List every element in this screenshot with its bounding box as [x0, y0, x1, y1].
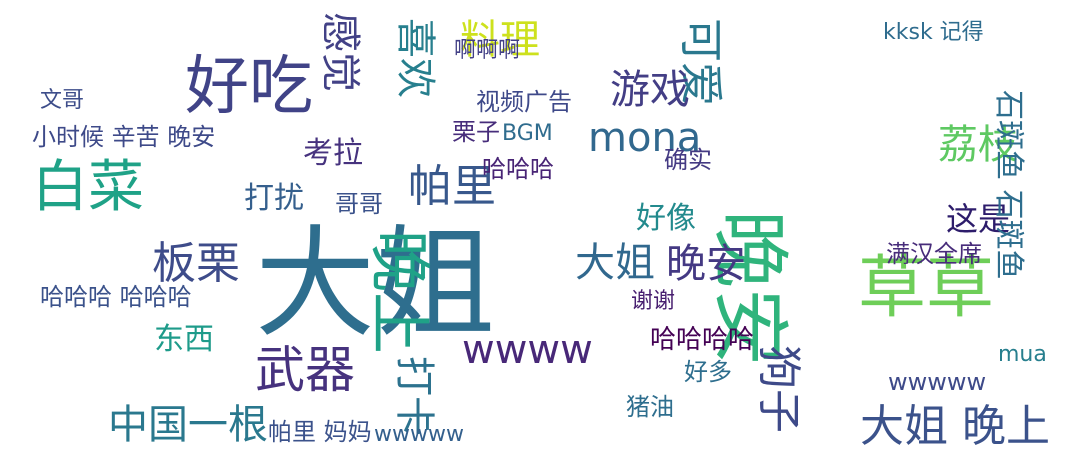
cloud-word: 料理 — [460, 17, 540, 63]
cloud-word: 哈哈哈 — [482, 155, 554, 183]
cloud-word: 板栗 — [152, 238, 240, 289]
cloud-word: 白菜 — [32, 155, 144, 220]
cloud-word: 帕里 妈妈 — [268, 418, 372, 446]
cloud-word: 荔枝 — [938, 122, 1018, 168]
cloud-word: 晚上 — [363, 230, 436, 355]
cloud-word: 考拉 — [303, 136, 363, 171]
cloud-word: 这是 — [946, 200, 1011, 238]
cloud-word: 好像 — [636, 201, 696, 236]
cloud-word: 狗子 — [753, 345, 804, 433]
cloud-word: 帕里 — [408, 161, 496, 212]
cloud-word: 猪油 — [626, 393, 674, 421]
cloud-word: 谢谢 — [631, 289, 676, 314]
cloud-word: 满汉全席 — [886, 240, 982, 268]
cloud-word: wwwww — [374, 422, 464, 447]
cloud-word: kksk 记得 — [883, 20, 984, 45]
cloud-word: 啊啊啊 — [454, 38, 521, 63]
cloud-word: 东西 — [154, 322, 214, 357]
cloud-word: mona — [588, 115, 702, 161]
cloud-word: wwwww — [888, 368, 987, 396]
cloud-word: 大姐 — [575, 240, 655, 286]
cloud-word: wwww — [462, 327, 593, 373]
cloud-word: BGM — [502, 121, 553, 146]
cloud-word: 好吃 — [185, 50, 313, 124]
cloud-word: 晚安 — [666, 241, 746, 287]
cloud-word: 石斑鱼 石斑鱼 — [991, 90, 1026, 280]
cloud-word: 游戏 — [610, 67, 690, 113]
cloud-word: 打扰 — [244, 181, 304, 216]
cloud-word: 哈哈哈哈 — [650, 325, 755, 355]
cloud-word: 中国一根 — [108, 402, 268, 448]
cloud-word: 小时候 辛苦 晚安 — [32, 123, 216, 151]
cloud-word: 哥哥 — [335, 190, 383, 218]
cloud-word: 感觉 — [317, 12, 363, 92]
cloud-word: 好多 — [684, 358, 732, 386]
cloud-word: 视频广告 — [476, 88, 572, 116]
cloud-word: 大姐 — [255, 215, 495, 354]
cloud-word: 大姐 晚上 — [860, 401, 1050, 452]
cloud-word: 哈哈哈 哈哈哈 — [40, 283, 192, 311]
cloud-word: 确实 — [664, 146, 712, 174]
cloud-word: mua — [998, 342, 1047, 367]
cloud-word: 武器 — [255, 341, 355, 399]
cloud-word: 喜欢 — [392, 18, 438, 98]
cloud-word: 文哥 — [40, 88, 85, 113]
cloud-word: 草草 — [858, 249, 995, 328]
cloud-word: 栗子 — [452, 118, 500, 146]
